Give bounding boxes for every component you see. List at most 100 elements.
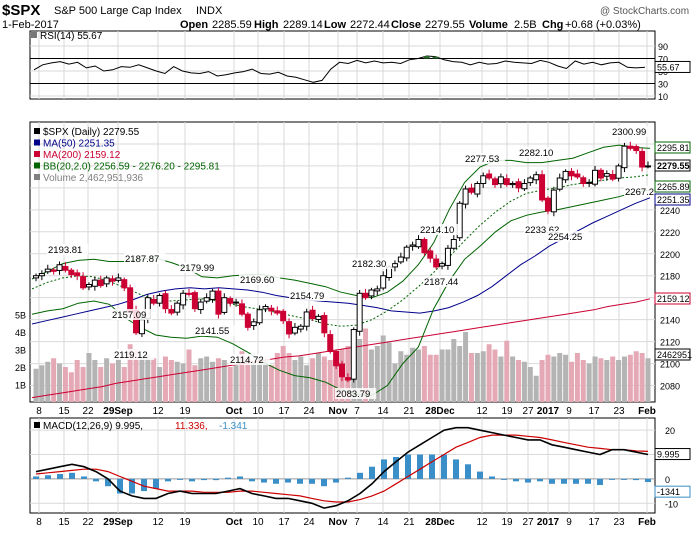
- volume-tick-label: 2B: [15, 363, 26, 373]
- macd-histogram-bar: [345, 477, 351, 479]
- candle-body: [156, 294, 163, 304]
- x-tick-label-bottom: 7: [354, 517, 360, 528]
- candle-body: [480, 175, 487, 184]
- rsi-legend: RSI(14) 55.67: [40, 31, 103, 42]
- candle-body: [356, 292, 363, 332]
- macd-histogram-bar: [261, 478, 267, 483]
- price-annotation-bg: [179, 262, 221, 273]
- header-name: S&P 500 Large Cap Index: [54, 5, 182, 17]
- volume-bar: [327, 360, 333, 402]
- volume-bar: [304, 365, 310, 402]
- candle-body: [91, 279, 98, 287]
- x-tick-label-bottom: 10: [252, 517, 264, 528]
- candle-body: [456, 202, 463, 239]
- x-tick-label: 14: [377, 406, 389, 417]
- candle-body: [274, 310, 281, 314]
- price-annotation: 2233.62: [525, 225, 559, 236]
- candle-body: [450, 238, 457, 249]
- price-annotation: 2282.10: [519, 148, 553, 159]
- volume-bar: [598, 358, 604, 402]
- price-annotation: 2277.53: [465, 154, 499, 165]
- price-annotation-bg: [524, 224, 566, 235]
- volume-bar: [198, 358, 204, 402]
- macd-histogram-bar: [105, 478, 111, 487]
- volume-tick-label: 5B: [15, 311, 26, 321]
- price-tick-label: 2240: [660, 206, 680, 216]
- macd-histogram-bar: [153, 478, 159, 489]
- x-tick-label: Oct: [226, 406, 243, 417]
- x-tick-label-bottom: 8: [36, 517, 42, 528]
- candle-body: [315, 315, 322, 320]
- volume-bar: [574, 353, 580, 402]
- volume-bar: [51, 358, 57, 402]
- macd-histogram-bar: [609, 478, 615, 480]
- macd-hist-last-value: -1341: [657, 487, 680, 497]
- macd-panel-frame: [29, 417, 656, 514]
- price-annotation-bg: [423, 276, 465, 287]
- macd-histogram-bar: [561, 478, 567, 484]
- rsi-legend-swatch: [31, 32, 37, 38]
- volume-value: 2.5B: [514, 19, 537, 31]
- candle-body: [168, 309, 175, 314]
- volume-bar: [533, 375, 539, 402]
- header-symbol: $SPX: [2, 2, 40, 19]
- volume-bar: [104, 358, 110, 402]
- price-annotation: 2157.09: [112, 310, 146, 321]
- candle-body: [556, 177, 563, 190]
- candle-body: [474, 182, 481, 195]
- candle-body: [197, 301, 204, 311]
- candle-body: [97, 279, 104, 287]
- candle-body: [268, 307, 275, 312]
- candle-body: [515, 181, 522, 189]
- volume-bar: [439, 349, 445, 402]
- macd-histogram-bar: [417, 454, 423, 479]
- candle-body: [250, 321, 257, 327]
- volume-bar: [92, 360, 98, 402]
- candle-body: [162, 293, 169, 310]
- volume-tick-label: 4B: [15, 328, 26, 338]
- x-tick-label: 22: [82, 406, 94, 417]
- macd-histogram-bar: [513, 478, 519, 482]
- x-tick-label: 28Dec: [425, 406, 455, 417]
- close-value: 2279.55: [425, 19, 465, 31]
- x-tick-label-bottom: 2017: [537, 517, 560, 528]
- volume-last-value-box: [654, 348, 691, 361]
- price-tick-label: 2220: [660, 228, 680, 238]
- x-tick-label: 17: [588, 406, 600, 417]
- rsi-last-value-box: [654, 60, 691, 73]
- volume-bar: [580, 360, 586, 402]
- candle-body: [374, 288, 381, 292]
- price-annotation-bg: [624, 186, 660, 197]
- x-tick-label-bottom: 29Sep: [103, 517, 132, 528]
- price-last-value-box: [654, 159, 691, 172]
- candle-body: [580, 177, 587, 184]
- volume-bar: [357, 339, 363, 402]
- macd-histogram-bar: [441, 454, 447, 479]
- rsi-panel-frame: [29, 30, 656, 100]
- candle-body: [174, 302, 181, 313]
- price-annotation: 2083.79: [336, 389, 370, 400]
- price-legend-item: $SPX (Daily) 2279.55: [43, 127, 140, 138]
- macd-histogram-bar: [477, 471, 483, 479]
- volume-tick-label: 1B: [15, 381, 26, 391]
- volume-bar: [274, 353, 280, 402]
- x-tick-label: 8: [36, 406, 42, 417]
- volume-bar: [504, 340, 510, 402]
- x-tick-label: 23: [613, 406, 625, 417]
- macd-hist-last-value-box: [654, 485, 691, 498]
- candle-body: [38, 273, 45, 277]
- macd-histogram-bar: [453, 459, 459, 479]
- candle-body: [56, 264, 63, 271]
- candle-body: [244, 313, 251, 328]
- candle-body: [633, 146, 640, 152]
- volume-bar: [621, 356, 627, 402]
- candle-body: [333, 350, 340, 367]
- candle-body: [592, 169, 599, 185]
- candle-body: [627, 145, 634, 149]
- volume-bar: [221, 360, 227, 402]
- macd-histogram-bar: [465, 464, 471, 479]
- low-label: Low: [324, 19, 346, 31]
- price-annotation-bg: [464, 153, 506, 164]
- x-tick-label: 7: [354, 406, 360, 417]
- volume-last-value: 2462951: [657, 350, 692, 360]
